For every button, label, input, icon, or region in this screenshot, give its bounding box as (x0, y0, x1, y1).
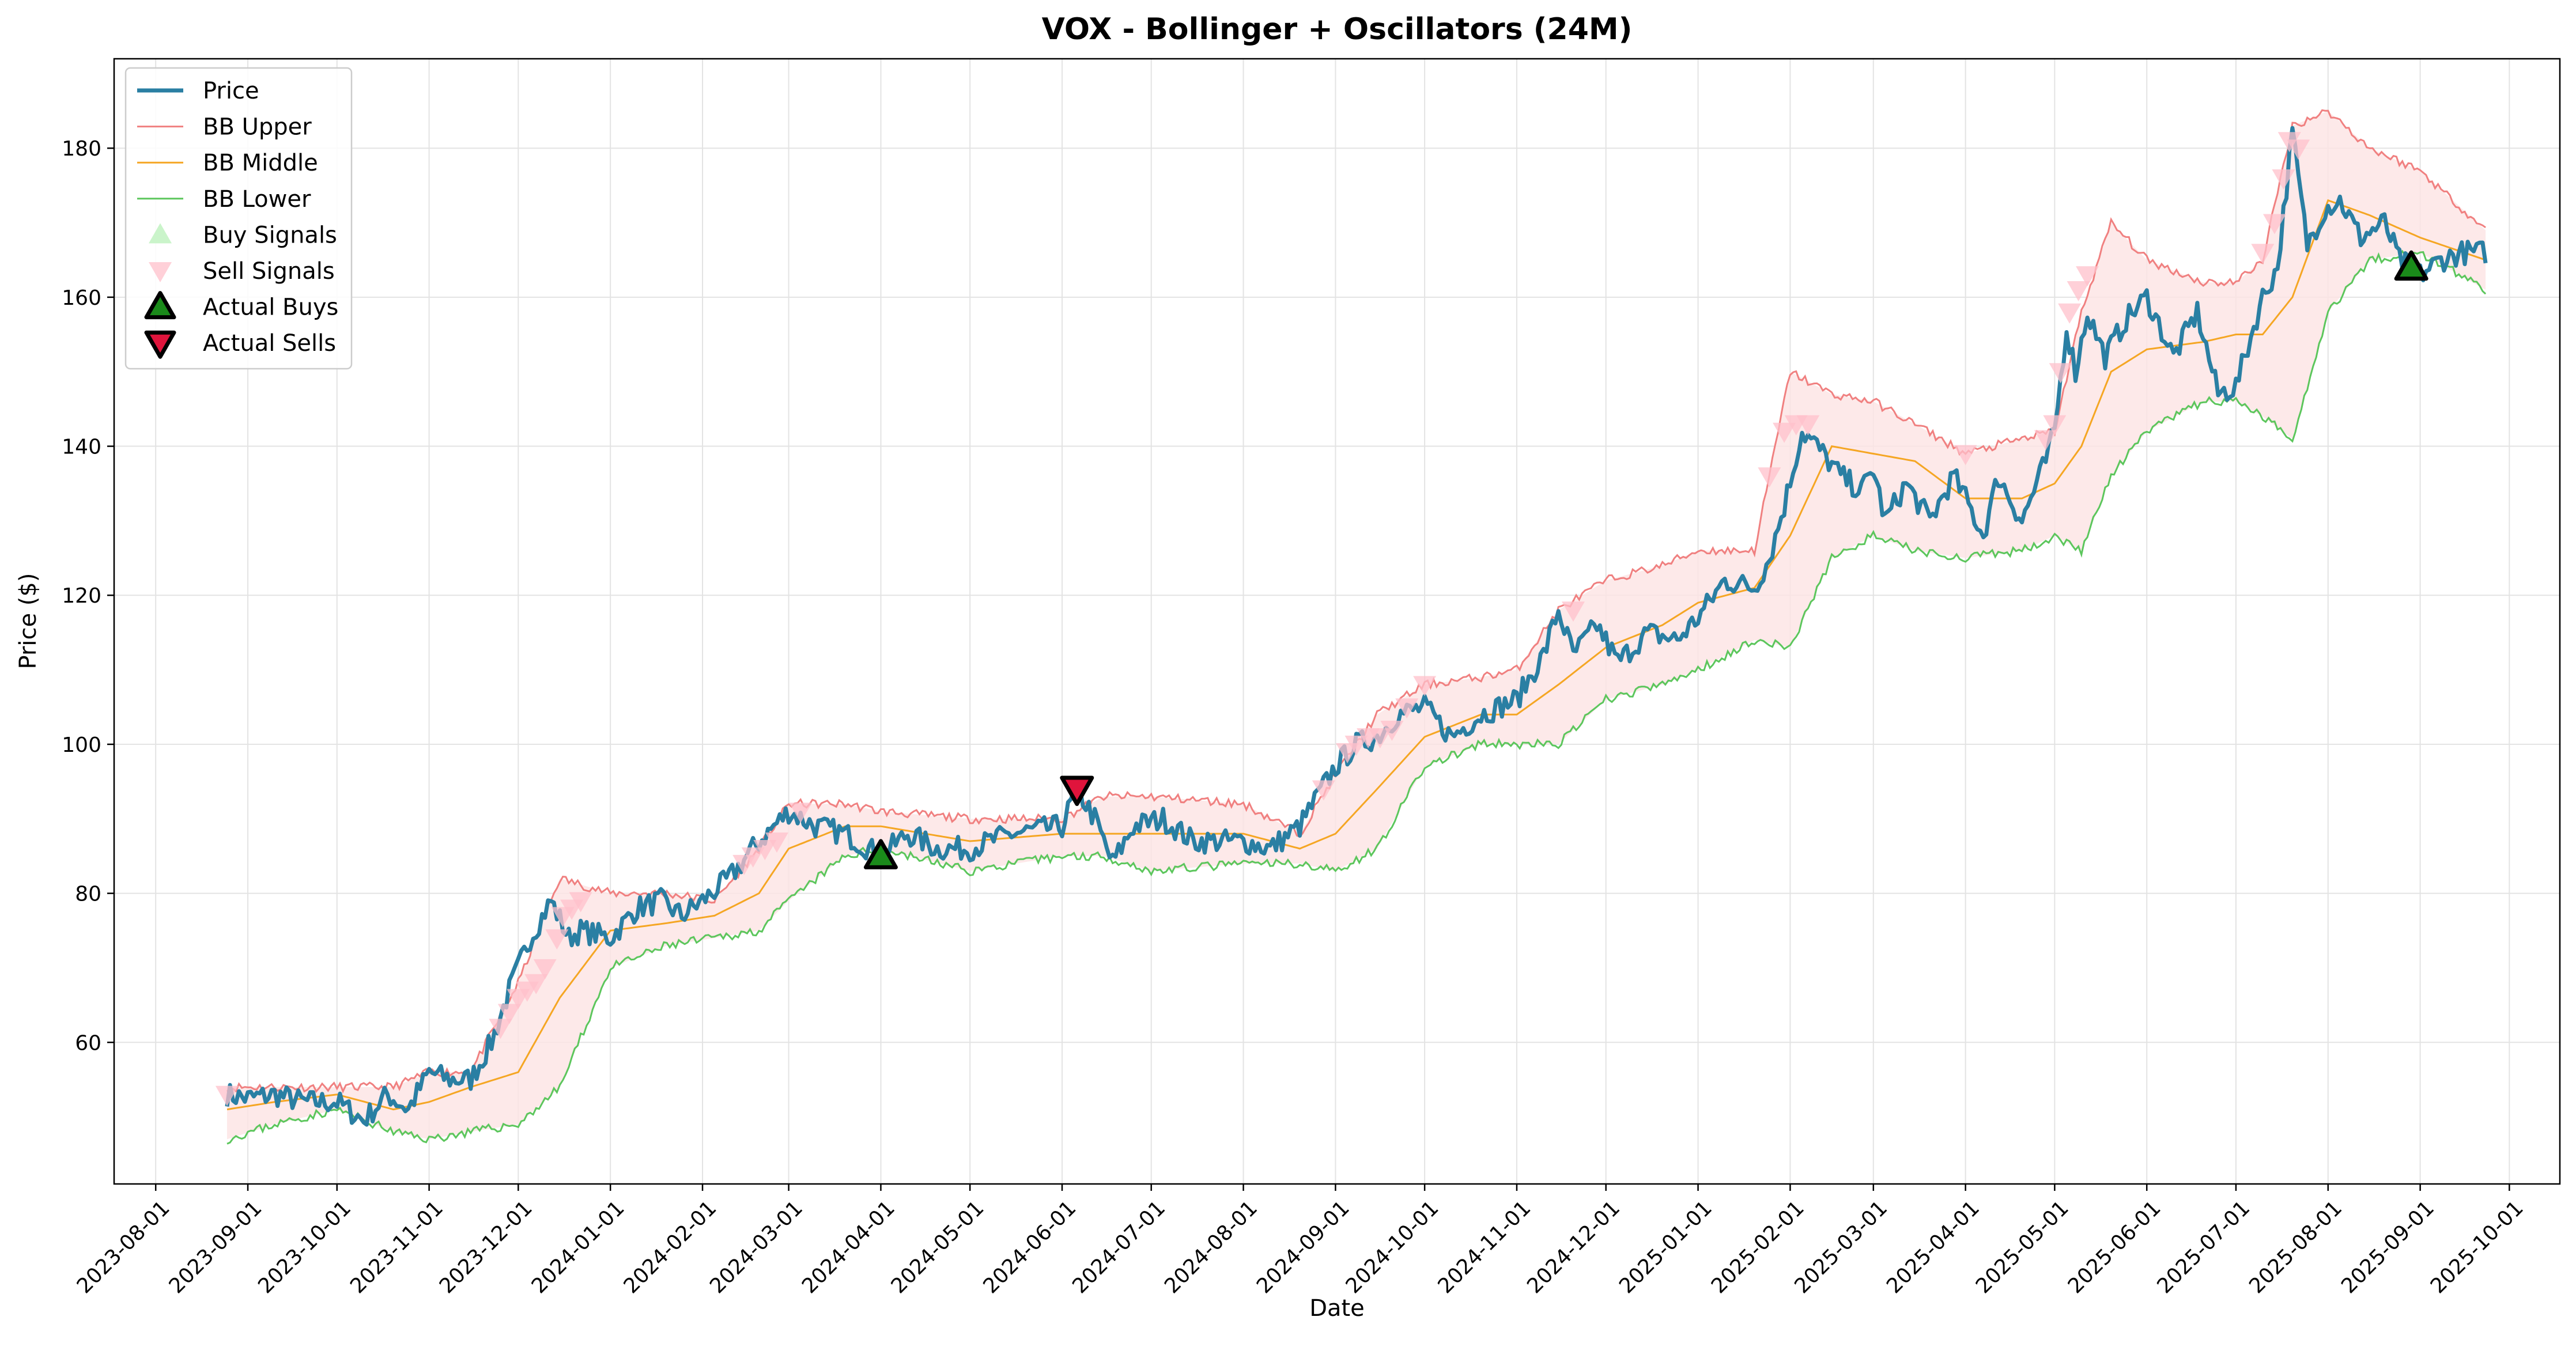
plot-frame (113, 58, 2561, 1185)
sell-signal-marker (1954, 445, 1977, 466)
legend-swatch (144, 330, 176, 359)
sell-signal-marker (765, 833, 788, 853)
legend-label: Actual Sells (203, 330, 336, 357)
sell-signal-marker (789, 803, 813, 823)
y-axis-label: Price ($) (15, 573, 41, 669)
y-tick-label: 120 (62, 584, 101, 608)
legend-label: Actual Buys (203, 294, 338, 321)
sell-signal-marker (1561, 601, 1585, 622)
sell-signal-marker (545, 929, 569, 950)
sell-signal-marker (533, 959, 557, 979)
sell-signal-marker (2263, 214, 2286, 234)
actual-buy-marker (2394, 250, 2428, 281)
sell-signal-marker (753, 839, 777, 860)
bb-middle-line (226, 199, 2486, 1111)
y-tick-label: 160 (62, 286, 101, 310)
sell-signal-marker (1413, 676, 1437, 697)
legend-label: Buy Signals (203, 222, 337, 248)
legend-label: BB Upper (203, 114, 312, 141)
sell-signal-marker (2067, 281, 2090, 301)
legend-swatch (144, 291, 176, 320)
legend-swatch (149, 262, 172, 282)
legend: Price BB Upper BB Middle BB Lower Buy Signal… (124, 67, 353, 370)
bb-lower-line (226, 249, 2487, 1145)
grid (114, 59, 2560, 1184)
y-axis-ticks: 60 80 100 120 140 160 180 (62, 137, 114, 1055)
sell-signal-marker (1796, 415, 1820, 436)
legend-swatch (149, 223, 172, 244)
legend-label: Sell Signals (203, 258, 335, 285)
legend-box (124, 67, 353, 370)
sell-signal-marker (741, 847, 765, 868)
sell-signal-marker (2251, 244, 2275, 264)
sell-signal-marker (2043, 415, 2067, 436)
y-tick-label: 140 (62, 436, 101, 459)
sell-signal-marker (2049, 363, 2072, 384)
sell-signal-marker (489, 1019, 512, 1039)
signal-markers (215, 132, 2428, 1106)
sell-signal-marker (569, 892, 592, 913)
chart-title: VOX - Bollinger + Oscillators (24M) (1042, 12, 1633, 47)
bollinger-band-fill (227, 111, 2486, 1140)
sell-signal-marker (2076, 266, 2099, 287)
sell-signal-marker (524, 974, 548, 994)
y-tick-label: 60 (75, 1031, 101, 1055)
sell-signal-marker (1773, 422, 1796, 443)
sell-signal-marker (2058, 303, 2082, 324)
sell-signal-marker (215, 1085, 239, 1106)
sell-signal-marker (1395, 698, 1419, 719)
actual-buy-marker (863, 839, 898, 869)
x-axis-label: Date (1309, 1295, 1365, 1322)
sell-signal-marker (1368, 728, 1392, 748)
sell-signal-marker (2272, 169, 2295, 190)
legend-label: Price (203, 78, 259, 104)
sell-signal-marker (497, 1004, 521, 1024)
sell-signal-marker (2287, 139, 2310, 160)
price-line (225, 126, 2488, 1127)
actual-sell-marker (1060, 775, 1094, 807)
legend-label: BB Middle (203, 150, 318, 176)
y-tick-label: 80 (75, 883, 101, 906)
sell-signal-marker (1758, 467, 1781, 488)
sell-signal-marker (1380, 721, 1404, 741)
legend-label: BB Lower (203, 186, 311, 213)
sell-signal-marker (2034, 430, 2057, 451)
y-tick-label: 180 (62, 137, 101, 161)
sell-signal-marker (1344, 735, 1368, 756)
sell-signal-marker (1312, 780, 1335, 801)
y-tick-label: 100 (62, 733, 101, 757)
band-fill-area (227, 111, 2486, 1140)
